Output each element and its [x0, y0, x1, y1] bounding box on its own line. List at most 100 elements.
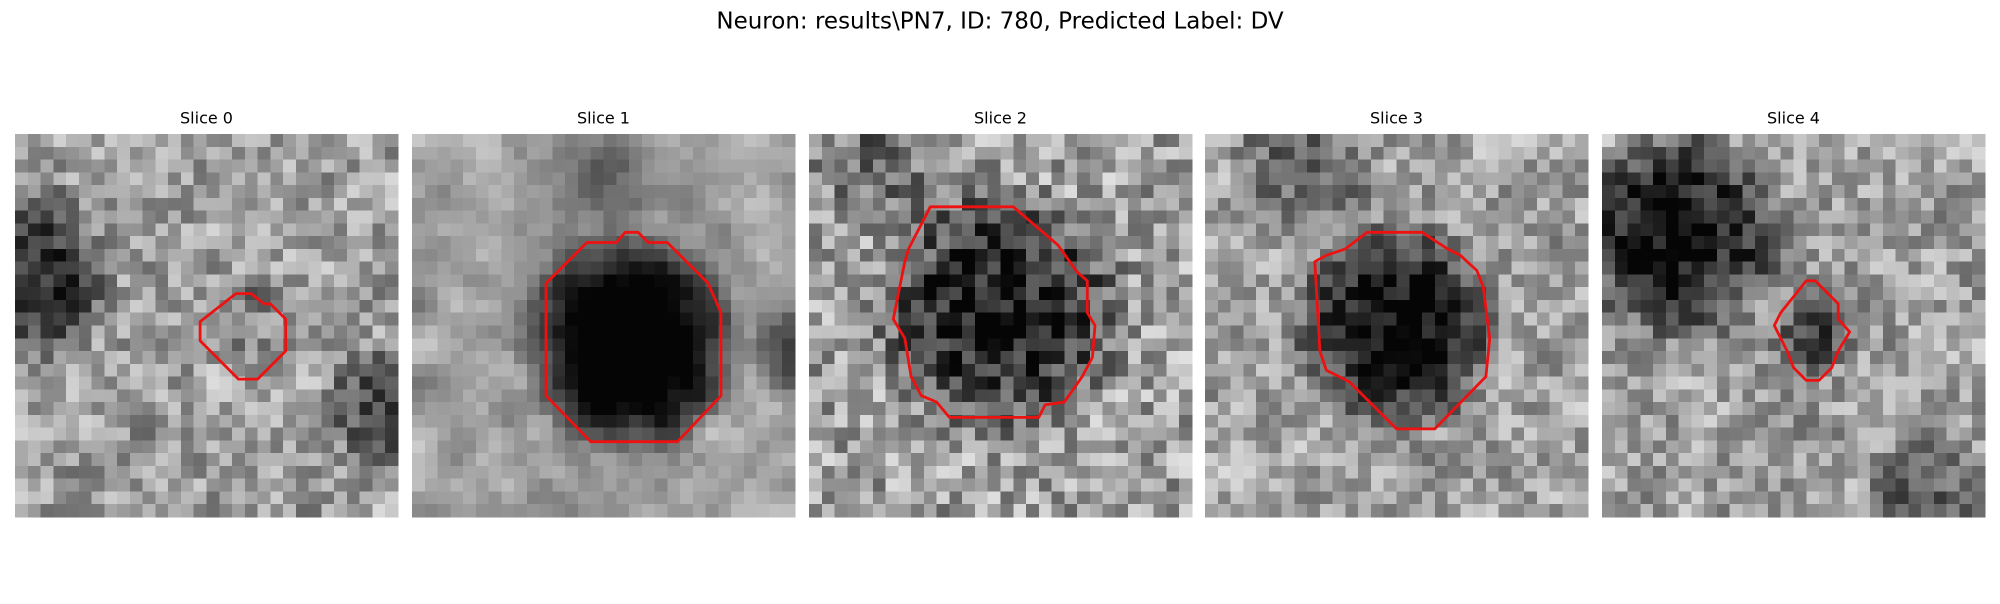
- image-pixel: [1844, 287, 1858, 301]
- image-pixel: [270, 504, 284, 518]
- image-pixel: [654, 440, 668, 454]
- image-pixel: [1524, 146, 1538, 161]
- image-pixel: [756, 427, 771, 441]
- image-pixel: [1870, 363, 1884, 378]
- image-pixel: [872, 274, 887, 288]
- image-pixel: [1026, 427, 1040, 441]
- image-pixel: [78, 491, 93, 505]
- image-pixel: [898, 299, 912, 314]
- image-pixel: [923, 453, 938, 467]
- image-pixel: [321, 274, 335, 288]
- image-pixel: [129, 261, 144, 276]
- image-pixel: [898, 504, 912, 518]
- image-pixel: [475, 274, 490, 288]
- image-pixel: [1870, 465, 1884, 480]
- image-pixel: [885, 376, 899, 390]
- image-pixel: [1345, 414, 1359, 429]
- image-pixel: [346, 440, 361, 454]
- image-pixel: [1485, 299, 1500, 314]
- image-pixel: [872, 210, 887, 224]
- image-pixel: [1882, 414, 1897, 429]
- image-pixel: [142, 414, 157, 429]
- image-pixel: [1473, 325, 1487, 339]
- image-pixel: [1026, 351, 1040, 365]
- image-pixel: [321, 312, 335, 327]
- image-pixel: [308, 402, 322, 416]
- image-pixel: [295, 223, 310, 237]
- image-pixel: [1026, 261, 1040, 276]
- image-pixel: [1013, 134, 1027, 148]
- image-pixel: [1882, 261, 1897, 276]
- image-pixel: [1434, 363, 1449, 378]
- image-pixel: [514, 236, 528, 250]
- image-pixel: [270, 465, 284, 480]
- image-pixel: [911, 414, 925, 429]
- image-pixel: [1409, 185, 1423, 199]
- image-pixel: [1870, 287, 1884, 301]
- image-pixel: [692, 402, 707, 416]
- image-pixel: [1038, 159, 1053, 173]
- image-pixel: [860, 210, 874, 224]
- image-pixel: [590, 427, 605, 441]
- image-pixel: [1653, 363, 1667, 378]
- image-pixel: [514, 172, 528, 186]
- image-pixel: [782, 185, 796, 199]
- image-pixel: [872, 491, 887, 505]
- image-pixel: [1946, 261, 1961, 276]
- image-pixel: [1614, 414, 1629, 429]
- image-pixel: [1870, 376, 1884, 390]
- image-pixel: [40, 287, 54, 301]
- image-pixel: [1064, 325, 1078, 339]
- image-pixel: [1882, 478, 1897, 493]
- image-pixel: [565, 299, 579, 314]
- image-pixel: [603, 453, 617, 467]
- image-pixel: [1051, 325, 1065, 339]
- image-pixel: [1332, 453, 1347, 467]
- image-pixel: [1895, 287, 1909, 301]
- image-pixel: [1536, 172, 1551, 186]
- image-pixel: [1307, 491, 1321, 505]
- image-pixel: [1485, 159, 1500, 173]
- image-pixel: [1281, 376, 1295, 390]
- image-pixel: [1345, 325, 1359, 339]
- image-pixel: [1755, 223, 1769, 237]
- image-pixel: [1844, 440, 1858, 454]
- image-pixel: [1678, 223, 1692, 237]
- image-pixel: [142, 363, 157, 378]
- image-pixel: [385, 299, 399, 314]
- image-pixel: [731, 465, 745, 480]
- image-pixel: [1128, 236, 1142, 250]
- image-pixel: [1793, 248, 1807, 263]
- image-pixel: [923, 402, 938, 416]
- image-pixel: [1358, 402, 1372, 416]
- image-pixel: [1691, 261, 1705, 276]
- image-pixel: [1205, 338, 1219, 352]
- image-pixel: [1268, 223, 1283, 237]
- image-pixel: [78, 299, 93, 314]
- image-pixel: [1217, 351, 1232, 365]
- image-pixel: [1549, 172, 1564, 186]
- image-pixel: [1691, 172, 1705, 186]
- image-pixel: [40, 363, 54, 378]
- image-pixel: [321, 478, 335, 493]
- image-pixel: [1870, 274, 1884, 288]
- image-pixel: [1179, 274, 1193, 288]
- image-pixel: [1460, 414, 1474, 429]
- image-pixel: [1217, 363, 1232, 378]
- image-pixel: [1026, 299, 1040, 314]
- image-pixel: [936, 236, 951, 250]
- image-pixel: [1013, 274, 1027, 288]
- image-pixel: [1243, 159, 1257, 173]
- image-pixel: [1857, 504, 1871, 518]
- image-pixel: [847, 453, 861, 467]
- image-pixel: [629, 210, 643, 224]
- image-pixel: [680, 478, 694, 493]
- image-pixel: [1511, 134, 1525, 148]
- image-pixel: [1319, 210, 1334, 224]
- image-pixel: [1217, 274, 1232, 288]
- image-pixel: [1908, 389, 1922, 403]
- image-pixel: [1524, 312, 1538, 327]
- image-pixel: [1166, 504, 1180, 518]
- image-pixel: [180, 414, 195, 429]
- image-pixel: [949, 338, 963, 352]
